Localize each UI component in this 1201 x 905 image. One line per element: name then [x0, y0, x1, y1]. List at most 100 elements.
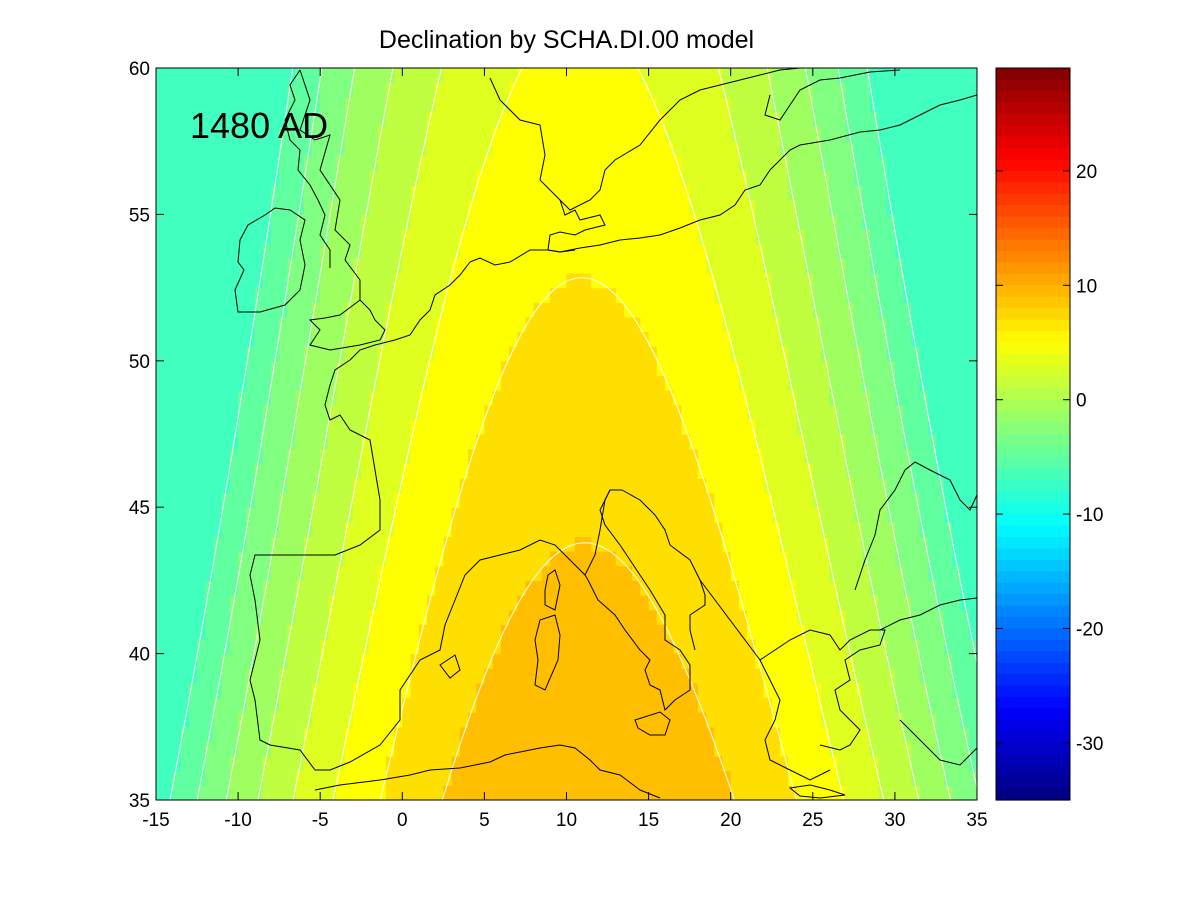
field-cell	[492, 434, 502, 450]
field-cell	[689, 360, 699, 377]
field-cell	[353, 375, 362, 391]
field-cell	[435, 302, 444, 318]
field-cell	[320, 316, 330, 333]
field-cell	[410, 404, 420, 420]
field-cell	[845, 521, 855, 538]
field-cell	[812, 243, 822, 259]
field-cell	[927, 375, 937, 391]
field-cell	[525, 199, 535, 215]
field-cell	[788, 741, 797, 757]
field-cell	[418, 507, 428, 523]
field-cell	[968, 565, 977, 581]
field-cell	[829, 682, 839, 699]
field-cell	[591, 316, 600, 333]
field-cell	[467, 243, 477, 259]
field-cell	[451, 272, 461, 289]
field-cell	[755, 199, 765, 215]
field-cell	[771, 595, 781, 611]
field-cell	[747, 565, 756, 581]
field-cell	[894, 741, 904, 757]
field-cell	[238, 770, 247, 786]
field-cell	[238, 668, 247, 684]
field-cell	[968, 712, 977, 728]
field-cell	[714, 492, 724, 508]
field-cell	[886, 448, 896, 464]
field-cell	[640, 580, 650, 596]
field-cell	[952, 97, 962, 113]
field-cell	[894, 638, 904, 655]
field-cell	[320, 653, 330, 669]
field-cell	[320, 375, 330, 391]
field-cell	[238, 463, 247, 479]
field-cell	[870, 111, 880, 128]
field-cell	[853, 507, 863, 523]
field-cell	[821, 609, 830, 625]
field-cell	[615, 390, 625, 406]
field-cell	[500, 243, 510, 259]
field-cell	[172, 155, 182, 172]
field-cell	[566, 653, 576, 669]
field-cell	[476, 726, 485, 743]
field-cell	[353, 272, 362, 289]
field-cell	[180, 770, 190, 786]
field-cell	[771, 682, 781, 699]
field-cell	[443, 346, 453, 362]
field-cell	[377, 463, 387, 479]
field-cell	[706, 97, 715, 113]
field-cell	[599, 434, 609, 450]
field-cell	[459, 331, 469, 347]
field-cell	[164, 243, 174, 259]
field-cell	[788, 638, 797, 655]
field-cell	[574, 419, 584, 435]
field-cell	[796, 463, 806, 479]
field-cell	[747, 521, 756, 538]
field-cell	[435, 214, 444, 230]
field-cell	[821, 111, 830, 128]
field-cell	[164, 653, 174, 669]
field-cell	[221, 653, 231, 669]
field-cell	[944, 375, 953, 391]
field-cell	[484, 185, 494, 201]
field-cell	[344, 697, 354, 713]
field-cell	[952, 346, 962, 362]
field-cell	[156, 770, 165, 786]
field-cell	[509, 82, 518, 98]
field-cell	[763, 595, 773, 611]
field-cell	[623, 477, 633, 494]
field-cell	[837, 141, 847, 157]
field-cell	[944, 346, 953, 362]
field-cell	[443, 68, 453, 84]
field-cell	[779, 565, 789, 581]
field-cell	[755, 331, 765, 347]
field-cell	[968, 434, 977, 450]
field-cell	[927, 492, 937, 508]
field-cell	[509, 258, 518, 274]
field-cell	[484, 580, 494, 596]
field-cell	[804, 507, 814, 523]
field-cell	[492, 785, 502, 800]
field-cell	[722, 316, 732, 333]
field-cell	[377, 492, 387, 508]
field-cell	[886, 214, 896, 230]
field-cell	[459, 668, 469, 684]
field-cell	[648, 668, 658, 684]
field-cell	[476, 785, 485, 800]
field-cell	[443, 726, 453, 743]
field-cell	[270, 243, 280, 259]
field-cell	[221, 82, 231, 98]
field-cell	[804, 477, 814, 494]
field-cell	[722, 521, 732, 538]
field-cell	[467, 770, 477, 786]
field-cell	[730, 712, 740, 728]
field-cell	[418, 82, 428, 98]
field-cell	[886, 404, 896, 420]
field-cell	[246, 346, 256, 362]
field-cell	[385, 682, 395, 699]
field-cell	[476, 170, 485, 186]
field-cell	[172, 390, 182, 406]
field-cell	[656, 668, 666, 684]
field-cell	[935, 82, 945, 98]
field-cell	[262, 521, 272, 538]
field-cell	[623, 448, 633, 464]
field-cell	[517, 302, 527, 318]
